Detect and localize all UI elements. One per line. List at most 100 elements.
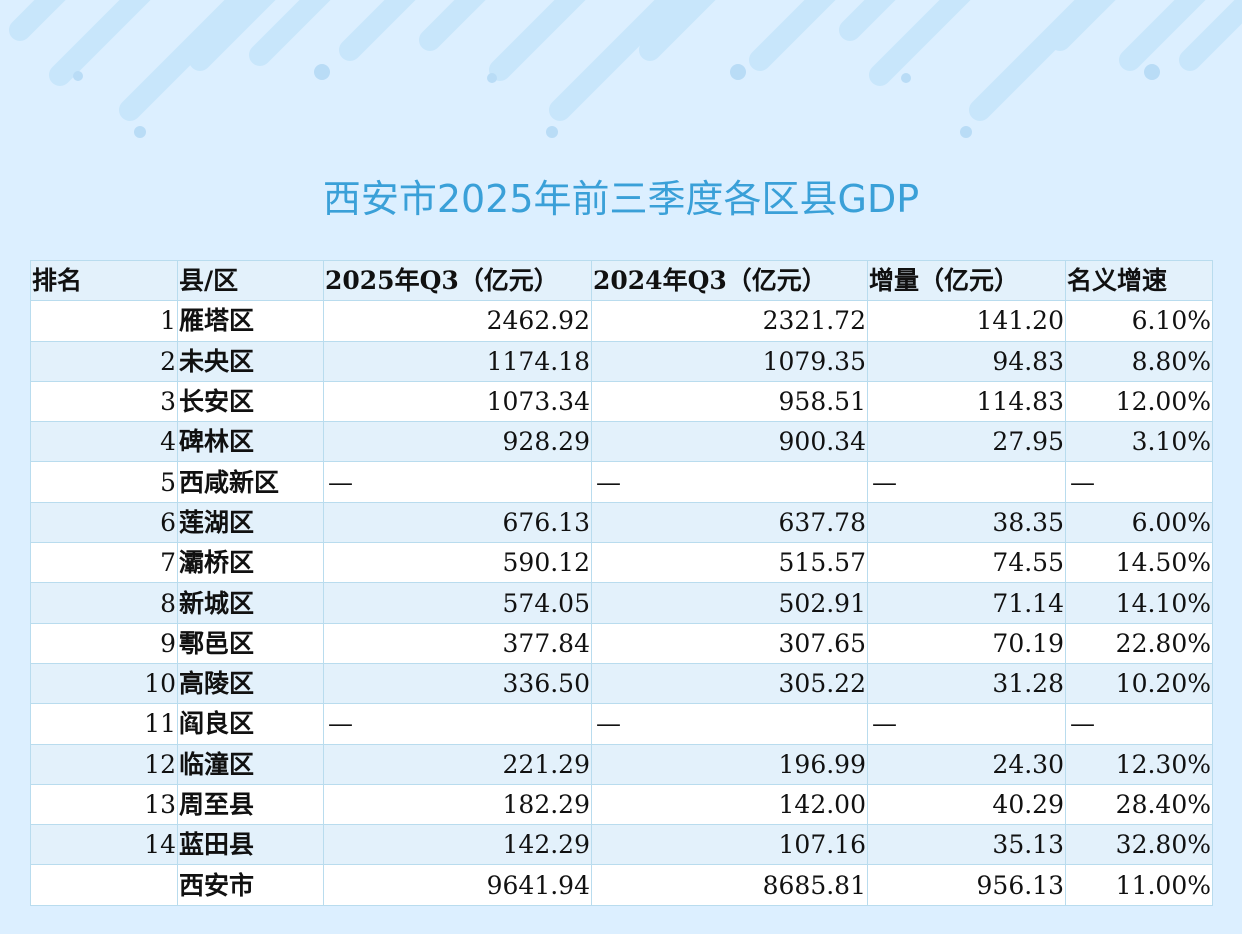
cell-2024q3: 2321.72 [591,300,868,342]
table-row: 2 未央区 1174.18 1079.35 94.83 8.80% [30,340,1213,382]
cell-growth: 6.10% [1065,300,1213,342]
cell-rank: 9 [30,622,178,664]
cell-district: 新城区 [177,582,324,624]
cell-growth: — [1065,703,1213,745]
cell-rank: 14 [30,824,178,866]
cell-district: 鄠邑区 [177,622,324,664]
cell-rank: 3 [30,380,178,423]
cell-district: 阎良区 [177,703,324,745]
cell-2024q3: 900.34 [591,421,868,463]
cell-growth: 6.00% [1065,501,1213,544]
table-row: 3 长安区 1073.34 958.51 114.83 12.00% [30,380,1213,423]
cell-2025q3: — [323,703,592,745]
cell-2025q3: 2462.92 [323,300,592,342]
cell-2024q3: 107.16 [591,824,868,866]
cell-growth: 12.30% [1065,743,1213,785]
cell-district: 莲湖区 [177,501,324,544]
cell-2025q3: 928.29 [323,421,592,463]
cell-increase: 74.55 [867,542,1066,584]
cell-rank: 6 [30,501,178,544]
cell-increase: — [867,703,1066,745]
cell-growth: 8.80% [1065,340,1213,382]
cell-rank: 8 [30,582,178,624]
cell-increase: 27.95 [867,421,1066,463]
cell-increase: 31.28 [867,662,1066,705]
cell-district: 西安市 [177,864,324,906]
cell-2025q3: 377.84 [323,622,592,664]
page-title: 西安市2025年前三季度各区县GDP [322,177,920,221]
cell-2024q3: 515.57 [591,542,868,584]
cell-2024q3: 305.22 [591,662,868,705]
table-row: 1 雁塔区 2462.92 2321.72 141.20 6.10% [30,300,1213,342]
cell-2025q3: 574.05 [323,582,592,624]
table-row: 10 高陵区 336.50 305.22 31.28 10.20% [30,662,1213,705]
cell-rank [30,864,178,906]
table-body: 1 雁塔区 2462.92 2321.72 141.20 6.10% 2 未央区 1174.18… [30,300,1213,906]
cell-growth: 3.10% [1065,421,1213,463]
cell-2025q3: 221.29 [323,743,592,785]
cell-2024q3: 502.91 [591,582,868,624]
header-increase: 增量（亿元） [867,259,1066,302]
cell-2025q3: 590.12 [323,542,592,584]
cell-2024q3: — [591,461,868,503]
cell-growth: 22.80% [1065,622,1213,664]
cell-growth: 14.10% [1065,582,1213,624]
table-row: 5 西咸新区 — — — — [30,461,1213,503]
table-row: 12 临潼区 221.29 196.99 24.30 12.30% [30,743,1213,785]
cell-2024q3: 958.51 [591,380,868,423]
cell-rank: 5 [30,461,178,503]
cell-growth: 10.20% [1065,662,1213,705]
cell-rank: 10 [30,662,178,705]
cell-2024q3: — [591,703,868,745]
cell-rank: 12 [30,743,178,785]
cell-2024q3: 1079.35 [591,340,868,382]
cell-district: 临潼区 [177,743,324,785]
cell-increase: 141.20 [867,300,1066,342]
cell-2024q3: 196.99 [591,743,868,785]
cell-increase: 35.13 [867,824,1066,866]
table-row: 14 蓝田县 142.29 107.16 35.13 32.80% [30,824,1213,866]
cell-growth: 28.40% [1065,783,1213,826]
table-row: 8 新城区 574.05 502.91 71.14 14.10% [30,582,1213,624]
cell-2025q3: 1174.18 [323,340,592,382]
cell-2025q3: 9641.94 [323,864,592,906]
cell-2024q3: 307.65 [591,622,868,664]
cell-2025q3: 676.13 [323,501,592,544]
cell-district: 雁塔区 [177,300,324,342]
cell-district: 未央区 [177,340,324,382]
table-row: 6 莲湖区 676.13 637.78 38.35 6.00% [30,501,1213,544]
cell-district: 长安区 [177,380,324,423]
cell-rank: 13 [30,783,178,826]
cell-increase: 38.35 [867,501,1066,544]
table-row: 7 灞桥区 590.12 515.57 74.55 14.50% [30,542,1213,584]
cell-2025q3: 182.29 [323,783,592,826]
header-district: 县/区 [177,259,324,302]
cell-growth: — [1065,461,1213,503]
cell-increase: — [867,461,1066,503]
header-2025q3: 2025年Q3（亿元） [323,259,592,302]
header-2024q3: 2024年Q3（亿元） [591,259,868,302]
cell-2025q3: 336.50 [323,662,592,705]
cell-district: 碑林区 [177,421,324,463]
header-rank: 排名 [30,259,178,302]
cell-growth: 12.00% [1065,380,1213,423]
cell-increase: 94.83 [867,340,1066,382]
cell-growth: 32.80% [1065,824,1213,866]
cell-increase: 71.14 [867,582,1066,624]
cell-district: 蓝田县 [177,824,324,866]
cell-2025q3: 142.29 [323,824,592,866]
table-row: 4 碑林区 928.29 900.34 27.95 3.10% [30,421,1213,463]
cell-growth: 14.50% [1065,542,1213,584]
cell-rank: 7 [30,542,178,584]
cell-district: 周至县 [177,783,324,826]
gdp-table: 排名 县/区 2025年Q3（亿元） 2024年Q3（亿元） 增量（亿元） 名义… [30,259,1213,906]
cell-2025q3: — [323,461,592,503]
cell-increase: 114.83 [867,380,1066,423]
cell-rank: 2 [30,340,178,382]
table-row: 13 周至县 182.29 142.00 40.29 28.40% [30,783,1213,826]
cell-rank: 4 [30,421,178,463]
cell-increase: 24.30 [867,743,1066,785]
cell-district: 西咸新区 [177,461,324,503]
cell-increase: 40.29 [867,783,1066,826]
